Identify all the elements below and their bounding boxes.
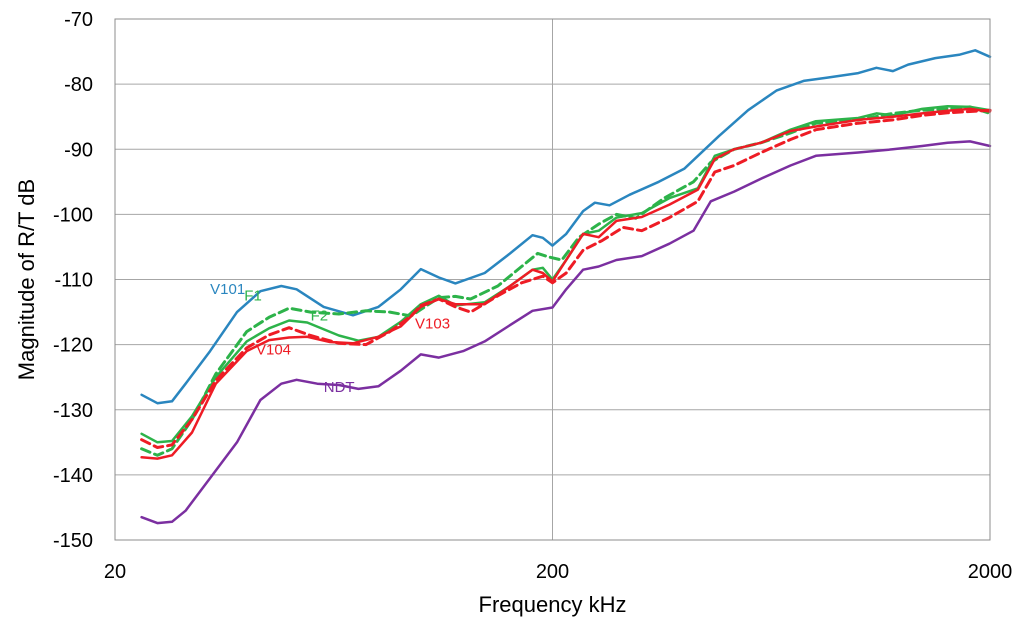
y-tick-label: -90: [64, 139, 93, 161]
y-tick-label: -80: [64, 74, 93, 96]
y-tick-label: -70: [64, 9, 93, 31]
series-label-v103: V103: [415, 315, 450, 332]
series-line-v104: [140, 107, 992, 460]
series-line-v103: [140, 108, 992, 449]
series-label-v104: V104: [256, 341, 291, 358]
series-label-f1: F1: [244, 287, 262, 304]
x-axis-ticks: 20 200 2000: [104, 561, 1012, 583]
series-label-v101: V101: [210, 281, 245, 298]
series-line-v101: [140, 49, 992, 405]
y-tick-label: -150: [53, 530, 93, 552]
y-axis-title: Magnitude of R/T dB: [14, 179, 39, 380]
y-tick-label: -130: [53, 400, 93, 422]
series-line-ndt: [140, 140, 992, 525]
series-label-ndt: NDT: [324, 379, 355, 396]
x-tick-label: 20: [104, 561, 126, 583]
y-tick-label: -110: [54, 270, 93, 292]
y-tick-label: -120: [53, 335, 93, 357]
series-line-f1: [140, 105, 992, 457]
y-axis-ticks: -70 -80 -90 -100 -110 -120 -130 -140 -150: [53, 9, 93, 552]
x-axis-title: Frequency kHz: [479, 592, 627, 617]
y-tick-label: -140: [53, 465, 93, 487]
series-layer: [140, 49, 992, 525]
plot-frame: [114, 18, 991, 541]
x-tick-label: 2000: [968, 561, 1013, 583]
x-tick-label: 200: [536, 561, 569, 583]
series-labels: V101 F1 F2 V103 V104 NDT: [210, 281, 450, 396]
series-label-f2: F2: [311, 308, 329, 325]
series-line-f2: [140, 105, 992, 444]
y-tick-label: -100: [53, 204, 93, 226]
